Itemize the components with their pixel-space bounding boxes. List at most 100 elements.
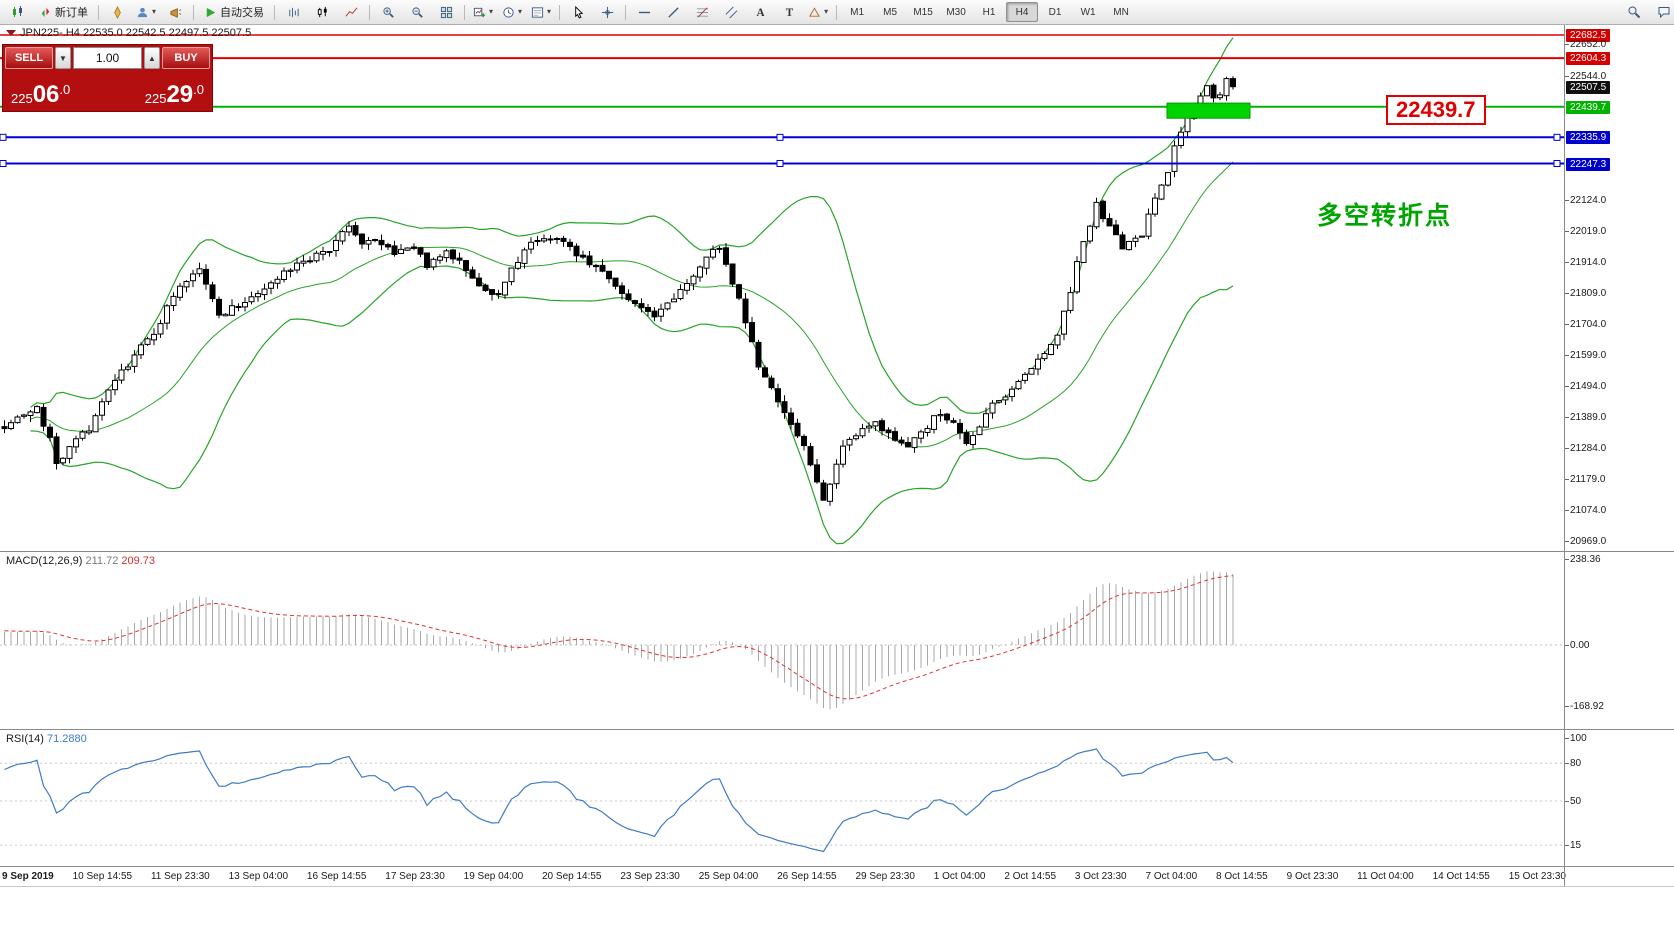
date-label: 20 Sep 14:55 [542,871,602,882]
turning-point-annotation[interactable]: 多空转折点 [1317,202,1453,230]
new-chart-button[interactable]: ▾ [469,1,497,23]
date-label: 9 Sep 2019 [2,871,54,882]
new-chart-icon [473,7,486,17]
timeframe-h4[interactable]: H4 [1006,2,1039,22]
zoom-out-button[interactable] [403,1,431,23]
volume-down-button[interactable]: ▼ [55,47,71,69]
macd-scale-label: -168.92 [1564,701,1604,712]
line-chart-icon [345,7,357,17]
buy-price[interactable]: 225 29.0 [144,81,204,108]
price-scale-label: 21809.0 [1563,288,1607,299]
price-scale-label: 20969.0 [1563,536,1607,547]
cursor-button[interactable] [564,1,592,23]
volume-input[interactable]: 1.00 [73,47,142,69]
timeframe-m15[interactable]: M15 [913,6,933,18]
timeframe-m1[interactable]: M1 [850,6,865,18]
search-button[interactable] [1620,1,1648,23]
macd-label: MACD(12,26,9) 211.72 209.73 [6,555,156,567]
date-label: 8 Oct 14:55 [1216,871,1268,882]
sell-button[interactable]: SELL [5,47,53,69]
equidistant-channel-button[interactable] [717,1,745,23]
date-label: 10 Sep 14:55 [72,871,133,882]
rsi-label: RSI(14) 71.2880 [6,733,87,745]
rsi-scale-label: 50 [1563,796,1582,807]
volume-up-button[interactable]: ▲ [144,47,160,69]
date-label: 15 Oct 23:30 [1508,871,1566,882]
chart-templates-caret-icon: ▾ [547,7,552,16]
search-icon [1628,6,1641,19]
date-label: 14 Oct 14:55 [1432,871,1490,882]
app-icon [13,6,22,17]
buy-button[interactable]: BUY [162,47,210,69]
macd-main-value: 211.72 [85,555,119,567]
megaphone-icon [169,7,181,18]
price-tag-blue: 22335.9 [1566,131,1611,144]
line-chart-button[interactable] [337,1,365,23]
macd-scale-label: 238.36 [1564,554,1601,565]
text-annotation-button[interactable]: T [775,1,803,23]
date-label: 17 Sep 23:30 [385,871,445,882]
templates-icon [531,6,544,18]
text-t-icon: T [785,7,793,19]
timeframe-group: M1 M5 M15 M30 H1 H4 D1 W1 MN [841,2,1137,22]
date-label: 16 Sep 14:55 [306,871,367,882]
crosshair-icon [601,6,613,18]
symbol-ohlc-text: JPN225-.H4 22535.0 22542.5 22497.5 22507… [20,27,252,39]
timeframe-m5[interactable]: M5 [883,6,898,18]
chat-button[interactable] [1650,1,1674,23]
favorites-button[interactable] [103,1,131,23]
crosshair-button[interactable] [593,1,621,23]
macd-signal-value: 209.73 [121,555,156,567]
toolbar: 新订单 ▾ 自动交易 [0,0,1674,25]
date-label: 2 Oct 14:55 [1004,871,1057,882]
price-scale-label: 21074.0 [1563,505,1607,516]
price-tag-red: 22604.3 [1566,52,1611,65]
main-chart-canvas[interactable] [0,24,1564,551]
profiles-button[interactable]: ▾ [132,1,160,23]
timeframe-h1[interactable]: H1 [982,6,996,18]
candlestick-chart-button[interactable] [308,1,336,23]
price-scale[interactable]: 22682.5 22652.0 22604.3 22544.0 22507.5 22439… [1563,24,1674,886]
date-label: 23 Sep 23:30 [620,871,680,882]
trendline-button[interactable] [659,1,687,23]
autotrading-button[interactable]: 自动交易 [198,1,270,23]
price-scale-label: 21494.0 [1563,381,1607,392]
shapes-button[interactable]: ▾ [804,1,832,23]
text-label-button[interactable]: A [746,1,774,23]
rsi-scale-label: 80 [1563,758,1582,769]
price-tag-blue: 22247.3 [1566,158,1611,171]
price-tag-red: 22682.5 [1566,29,1611,42]
date-label: 11 Oct 04:00 [1357,871,1414,882]
tile-windows-button[interactable] [432,1,460,23]
timeframe-mn[interactable]: MN [1113,6,1129,18]
zoom-in-icon [382,6,394,18]
one-click-toggle-icon[interactable] [6,30,16,36]
new-order-icon [41,7,50,17]
bar-chart-button[interactable] [279,1,307,23]
sell-price[interactable]: 225 06.0 [11,81,71,108]
price-scale-label: 21704.0 [1563,319,1607,330]
svg-text:T: T [785,7,793,19]
date-label: 25 Sep 04:00 [698,871,759,882]
price-scale-label: 21599.0 [1563,350,1607,361]
new-chart-caret-icon: ▾ [489,7,494,16]
price-annotation-label[interactable]: 22439.7 [1386,95,1486,125]
chart-profiles-button[interactable]: ▾ [498,1,526,23]
new-order-button[interactable]: 新订单 [33,1,94,23]
price-scale-label: 22652.0 [1563,39,1607,50]
timeframe-d1[interactable]: D1 [1048,6,1062,18]
horizontal-line-button[interactable] [630,1,658,23]
fibonacci-button[interactable] [688,1,716,23]
clock-icon [503,6,514,18]
timeframe-m30[interactable]: M30 [946,6,966,18]
rsi-panel-canvas[interactable] [0,730,1564,866]
date-axis[interactable]: 9 Sep 2019 10 Sep 14:55 11 Sep 23:30 13 Sep… [0,867,1568,886]
cursor-icon [574,5,583,19]
chart-templates-button[interactable]: ▾ [527,1,555,23]
alerts-button[interactable] [161,1,189,23]
macd-panel-canvas[interactable] [0,552,1564,729]
price-scale-label: 21284.0 [1563,443,1607,454]
zoom-in-button[interactable] [374,1,402,23]
timeframe-w1[interactable]: W1 [1080,6,1096,18]
